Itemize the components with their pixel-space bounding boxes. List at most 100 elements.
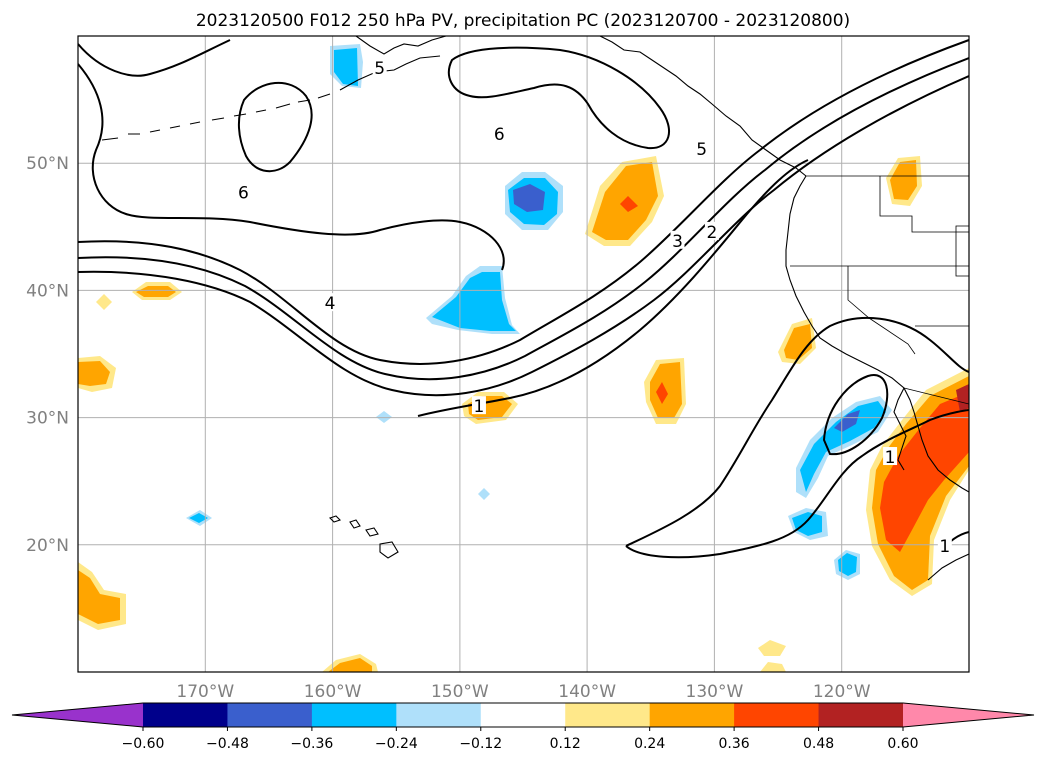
pv-contour-label: 4 — [325, 294, 336, 314]
pv-contour-labels: 5 6 6 4 5 3 2 1 1 1 — [236, 57, 952, 557]
pv-contour-line — [447, 46, 670, 150]
colorbar-tick-labels: −0.60 −0.48 −0.36 −0.24 −0.12 0.12 0.24 0.36 0.4… — [122, 727, 919, 752]
latitude-tick-labels: 20°N 30°N 40°N 50°N — [26, 154, 69, 556]
precip-shading — [78, 44, 969, 672]
mexico-coast — [927, 553, 969, 581]
colorbar-tick-label: −0.60 — [122, 736, 165, 752]
pv-contours — [78, 39, 969, 559]
colorbar-tick-label: −0.36 — [290, 736, 333, 752]
pv-contour-label-bg — [704, 221, 719, 240]
precip-positive-patch — [78, 361, 110, 386]
map-plot-area: 5 6 6 4 5 3 2 1 1 1 20°N 30°N 40°N 50°N 170°W 160°W 15… — [26, 35, 970, 702]
pv-contour-line — [78, 57, 969, 381]
precip-positive-patch — [136, 286, 176, 297]
pv-contour-label-bg — [937, 536, 952, 555]
pv-contour-label: 3 — [672, 232, 683, 252]
precip-positive-patch — [880, 392, 969, 552]
pv-contour-label: 1 — [885, 448, 896, 468]
lon-tick-label: 130°W — [686, 682, 744, 702]
precip-negative-patch — [838, 553, 857, 576]
precip-positive-patch — [96, 294, 112, 310]
precip-negative-patch — [792, 512, 822, 536]
map-frame — [77, 35, 970, 673]
lat-tick-label: 50°N — [26, 154, 69, 174]
precip-positive-patch — [890, 160, 917, 200]
lon-tick-label: 150°W — [431, 682, 489, 702]
pv-contour-label: 5 — [696, 140, 707, 160]
pv-contour-line — [78, 75, 969, 397]
pv-contour-label: 6 — [238, 183, 249, 203]
colorbar-segment — [396, 703, 482, 727]
alaska-coastline — [339, 36, 807, 177]
pv-contour-label: 1 — [939, 537, 950, 557]
colorbar-tick-label: 0.60 — [887, 736, 918, 752]
precip-negative-patch — [478, 488, 490, 500]
map-background — [78, 36, 969, 672]
precip-positive-patch — [758, 640, 786, 656]
precip-positive-patch — [78, 570, 120, 624]
colorbar-segments — [12, 703, 1034, 727]
pv-contour-label-bg — [694, 139, 709, 158]
pv-contour-label: 6 — [494, 125, 505, 145]
lon-tick-label: 160°W — [304, 682, 362, 702]
pv-contour-label-bg — [492, 123, 507, 142]
colorbar-tick-label: 0.12 — [550, 736, 581, 752]
colorbar-tick-label: 0.36 — [719, 736, 750, 752]
precip-positive-patch — [328, 658, 372, 672]
precip-positive-patch — [760, 662, 786, 672]
pv-contour-line — [417, 159, 809, 417]
pv-contour-label: 2 — [706, 223, 717, 243]
colorbar-segment — [734, 703, 820, 727]
pv-contour-line — [78, 63, 505, 271]
precip-negative-patch — [376, 411, 392, 423]
colorbar-tick-label: −0.48 — [206, 736, 249, 752]
coastlines — [101, 36, 969, 581]
colorbar-segment — [480, 703, 566, 727]
pv-contour-label-bg — [323, 293, 338, 312]
colorbar-segment — [818, 703, 904, 727]
pv-contour-label-bg — [471, 396, 486, 415]
pv-contour-label-bg — [883, 447, 898, 466]
colorbar: −0.60 −0.48 −0.36 −0.24 −0.12 0.12 0.24 0.36 0.4… — [11, 702, 1035, 752]
precip-positive-patch — [620, 196, 638, 212]
pv-contour-line — [238, 82, 313, 172]
pv-contour-label: 1 — [474, 397, 485, 417]
colorbar-tick-label: −0.24 — [375, 736, 418, 752]
pv-contour-line — [78, 39, 231, 77]
colorbar-tick-label: 0.24 — [634, 736, 665, 752]
lat-tick-label: 30°N — [26, 409, 69, 429]
lon-tick-label: 120°W — [813, 682, 871, 702]
colorbar-extend-high — [903, 703, 1034, 727]
lon-tick-label: 170°W — [176, 682, 234, 702]
colorbar-segment — [143, 703, 228, 727]
colorbar-tick-label: 0.48 — [803, 736, 834, 752]
political-borders — [790, 175, 969, 405]
pv-contour-line — [822, 374, 889, 456]
pv-contour-label-bg — [372, 57, 387, 76]
precip-negative-patch — [432, 272, 516, 331]
precip-negative-patch — [513, 184, 545, 212]
pv-contour-label-bg — [236, 182, 251, 201]
pv-contour-line — [625, 409, 969, 559]
baja-california-coast — [893, 387, 907, 471]
hawaii-islands — [328, 515, 399, 559]
lon-tick-label: 140°W — [558, 682, 616, 702]
pv-contour-label: 5 — [374, 59, 385, 79]
colorbar-segment — [311, 703, 397, 727]
precip-positive-patch — [656, 382, 668, 404]
precip-negative-patch — [189, 513, 208, 523]
colorbar-segment — [227, 703, 313, 727]
lat-tick-label: 20°N — [26, 536, 69, 556]
chart-title: 2023120500 F012 250 hPa PV, precipitatio… — [196, 11, 850, 31]
pv-contour-label-bg — [670, 230, 685, 249]
north-america-west-coast — [785, 175, 969, 493]
precip-positive-patch — [956, 384, 969, 412]
precip-negative-patch — [800, 401, 886, 492]
pv-contour-line — [625, 316, 969, 547]
longitude-tick-labels: 170°W 160°W 150°W 140°W 130°W 120°W — [176, 682, 870, 702]
lat-tick-label: 40°N — [26, 281, 69, 301]
precip-positive-patch — [784, 324, 812, 360]
colorbar-segment — [649, 703, 735, 727]
colorbar-extend-low — [12, 703, 143, 727]
